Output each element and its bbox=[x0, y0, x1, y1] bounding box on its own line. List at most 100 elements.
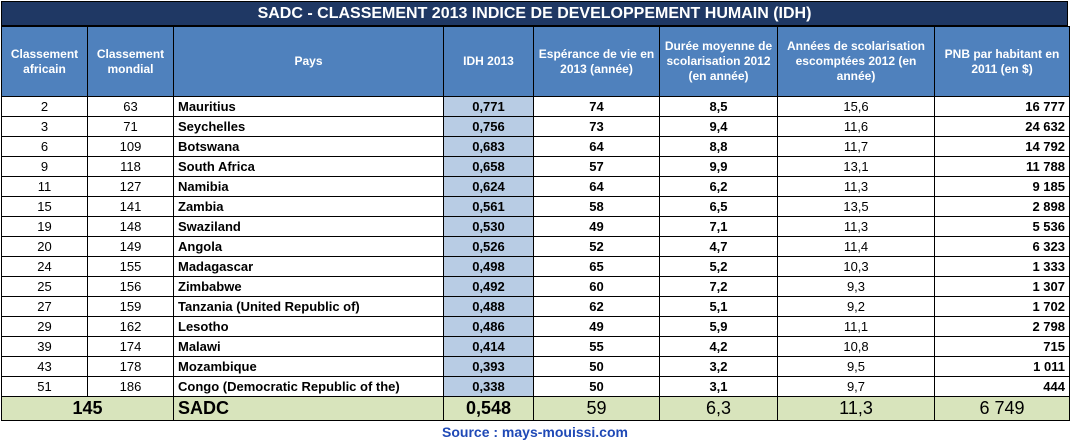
cell-rank-world: 156 bbox=[87, 276, 174, 297]
cell-country: Tanzania (United Republic of) bbox=[173, 296, 444, 317]
cell-life-expectancy: 64 bbox=[533, 176, 660, 197]
cell-expected-schooling: 11,7 bbox=[777, 136, 935, 157]
cell-country: Seychelles bbox=[173, 116, 444, 137]
table-title: SADC - CLASSEMENT 2013 INDICE DE DEVELOP… bbox=[1, 1, 1068, 26]
cell-expected-schooling: 13,1 bbox=[777, 156, 935, 177]
cell-rank-world: 149 bbox=[87, 236, 174, 257]
cell-expected-schooling: 9,7 bbox=[777, 376, 935, 397]
cell-expected-schooling: 11,1 bbox=[777, 316, 935, 337]
cell-gnp: 2 898 bbox=[934, 196, 1070, 217]
header-pays: Pays bbox=[173, 26, 444, 97]
cell-life-expectancy: 60 bbox=[533, 276, 660, 297]
cell-idh: 0,338 bbox=[443, 376, 534, 397]
cell-life-expectancy: 50 bbox=[533, 356, 660, 377]
cell-rank-africa: 24 bbox=[1, 256, 88, 277]
footer-school-expected: 11,3 bbox=[777, 396, 935, 421]
cell-country: Lesotho bbox=[173, 316, 444, 337]
table-row: 24 155 Madagascar 0,498 65 5,2 10,3 1 333 bbox=[1, 256, 1070, 277]
cell-idh: 0,498 bbox=[443, 256, 534, 277]
cell-idh: 0,526 bbox=[443, 236, 534, 257]
table-row: 11 127 Namibia 0,624 64 6,2 11,3 9 185 bbox=[1, 176, 1070, 197]
cell-rank-africa: 27 bbox=[1, 296, 88, 317]
header-pnb: PNB par habitant en 2011 (en $) bbox=[934, 26, 1070, 97]
cell-expected-schooling: 11,3 bbox=[777, 216, 935, 237]
table-row: 29 162 Lesotho 0,486 49 5,9 11,1 2 798 bbox=[1, 316, 1070, 337]
table-row: 9 118 South Africa 0,658 57 9,9 13,1 11 788 bbox=[1, 156, 1070, 177]
cell-rank-africa: 19 bbox=[1, 216, 88, 237]
cell-idh: 0,561 bbox=[443, 196, 534, 217]
header-classement-mondial: Classement mondial bbox=[87, 26, 174, 97]
header-annees-scolarisation: Années de scolarisation escomptées 2012 … bbox=[777, 26, 935, 97]
cell-life-expectancy: 58 bbox=[533, 196, 660, 217]
table-row: 2 63 Mauritius 0,771 74 8,5 15,6 16 777 bbox=[1, 96, 1070, 117]
cell-rank-world: 109 bbox=[87, 136, 174, 157]
table-row: 20 149 Angola 0,526 52 4,7 11,4 6 323 bbox=[1, 236, 1070, 257]
cell-life-expectancy: 57 bbox=[533, 156, 660, 177]
cell-rank-africa: 15 bbox=[1, 196, 88, 217]
cell-life-expectancy: 55 bbox=[533, 336, 660, 357]
cell-country: Angola bbox=[173, 236, 444, 257]
cell-country: South Africa bbox=[173, 156, 444, 177]
cell-rank-africa: 29 bbox=[1, 316, 88, 337]
table-row: 15 141 Zambia 0,561 58 6,5 13,5 2 898 bbox=[1, 196, 1070, 217]
cell-mean-schooling: 4,7 bbox=[659, 236, 778, 257]
cell-gnp: 2 798 bbox=[934, 316, 1070, 337]
table-row: 27 159 Tanzania (United Republic of) 0,488 6… bbox=[1, 296, 1070, 317]
cell-gnp: 715 bbox=[934, 336, 1070, 357]
header-duree-scolarisation: Durée moyenne de scolarisation 2012 (en … bbox=[659, 26, 778, 97]
cell-country: Congo (Democratic Republic of the) bbox=[173, 376, 444, 397]
footer-name: SADC bbox=[173, 396, 444, 421]
cell-country: Malawi bbox=[173, 336, 444, 357]
cell-life-expectancy: 73 bbox=[533, 116, 660, 137]
cell-rank-world: 127 bbox=[87, 176, 174, 197]
cell-rank-africa: 3 bbox=[1, 116, 88, 137]
cell-idh: 0,756 bbox=[443, 116, 534, 137]
cell-rank-world: 186 bbox=[87, 376, 174, 397]
cell-mean-schooling: 9,4 bbox=[659, 116, 778, 137]
source-link[interactable]: Source : mays-mouissi.com bbox=[442, 424, 628, 440]
cell-rank-world: 174 bbox=[87, 336, 174, 357]
cell-country: Zimbabwe bbox=[173, 276, 444, 297]
cell-mean-schooling: 8,8 bbox=[659, 136, 778, 157]
table-row: 51 186 Congo (Democratic Republic of the) 0… bbox=[1, 376, 1070, 397]
cell-rank-africa: 9 bbox=[1, 156, 88, 177]
footer-idh: 0,548 bbox=[443, 396, 534, 421]
cell-expected-schooling: 13,5 bbox=[777, 196, 935, 217]
footer-row-sadc: 145 SADC 0,548 59 6,3 11,3 6 749 bbox=[1, 396, 1070, 421]
idh-table: Classement africain Classement mondial P… bbox=[1, 26, 1070, 421]
header-row: Classement africain Classement mondial P… bbox=[1, 26, 1070, 97]
cell-gnp: 6 323 bbox=[934, 236, 1070, 257]
cell-mean-schooling: 6,2 bbox=[659, 176, 778, 197]
cell-idh: 0,658 bbox=[443, 156, 534, 177]
cell-gnp: 16 777 bbox=[934, 96, 1070, 117]
cell-mean-schooling: 5,9 bbox=[659, 316, 778, 337]
cell-expected-schooling: 9,5 bbox=[777, 356, 935, 377]
table-row: 43 178 Mozambique 0,393 50 3,2 9,5 1 011 bbox=[1, 356, 1070, 377]
cell-rank-africa: 25 bbox=[1, 276, 88, 297]
cell-gnp: 1 333 bbox=[934, 256, 1070, 277]
cell-expected-schooling: 10,3 bbox=[777, 256, 935, 277]
table-row: 25 156 Zimbabwe 0,492 60 7,2 9,3 1 307 bbox=[1, 276, 1070, 297]
cell-life-expectancy: 74 bbox=[533, 96, 660, 117]
header-esperance-vie: Espérance de vie en 2013 (année) bbox=[533, 26, 660, 97]
table-row: 19 148 Swaziland 0,530 49 7,1 11,3 5 536 bbox=[1, 216, 1070, 237]
cell-gnp: 9 185 bbox=[934, 176, 1070, 197]
cell-gnp: 14 792 bbox=[934, 136, 1070, 157]
cell-life-expectancy: 50 bbox=[533, 376, 660, 397]
cell-country: Madagascar bbox=[173, 256, 444, 277]
cell-country: Botswana bbox=[173, 136, 444, 157]
cell-rank-africa: 43 bbox=[1, 356, 88, 377]
cell-life-expectancy: 64 bbox=[533, 136, 660, 157]
cell-idh: 0,393 bbox=[443, 356, 534, 377]
cell-idh: 0,492 bbox=[443, 276, 534, 297]
cell-idh: 0,414 bbox=[443, 336, 534, 357]
cell-life-expectancy: 62 bbox=[533, 296, 660, 317]
cell-mean-schooling: 9,9 bbox=[659, 156, 778, 177]
cell-life-expectancy: 49 bbox=[533, 216, 660, 237]
table-body: 2 63 Mauritius 0,771 74 8,5 15,6 16 777 3 71 Seych… bbox=[1, 96, 1070, 397]
cell-expected-schooling: 9,2 bbox=[777, 296, 935, 317]
table-row: 3 71 Seychelles 0,756 73 9,4 11,6 24 632 bbox=[1, 116, 1070, 137]
cell-idh: 0,488 bbox=[443, 296, 534, 317]
cell-rank-world: 159 bbox=[87, 296, 174, 317]
cell-mean-schooling: 7,2 bbox=[659, 276, 778, 297]
